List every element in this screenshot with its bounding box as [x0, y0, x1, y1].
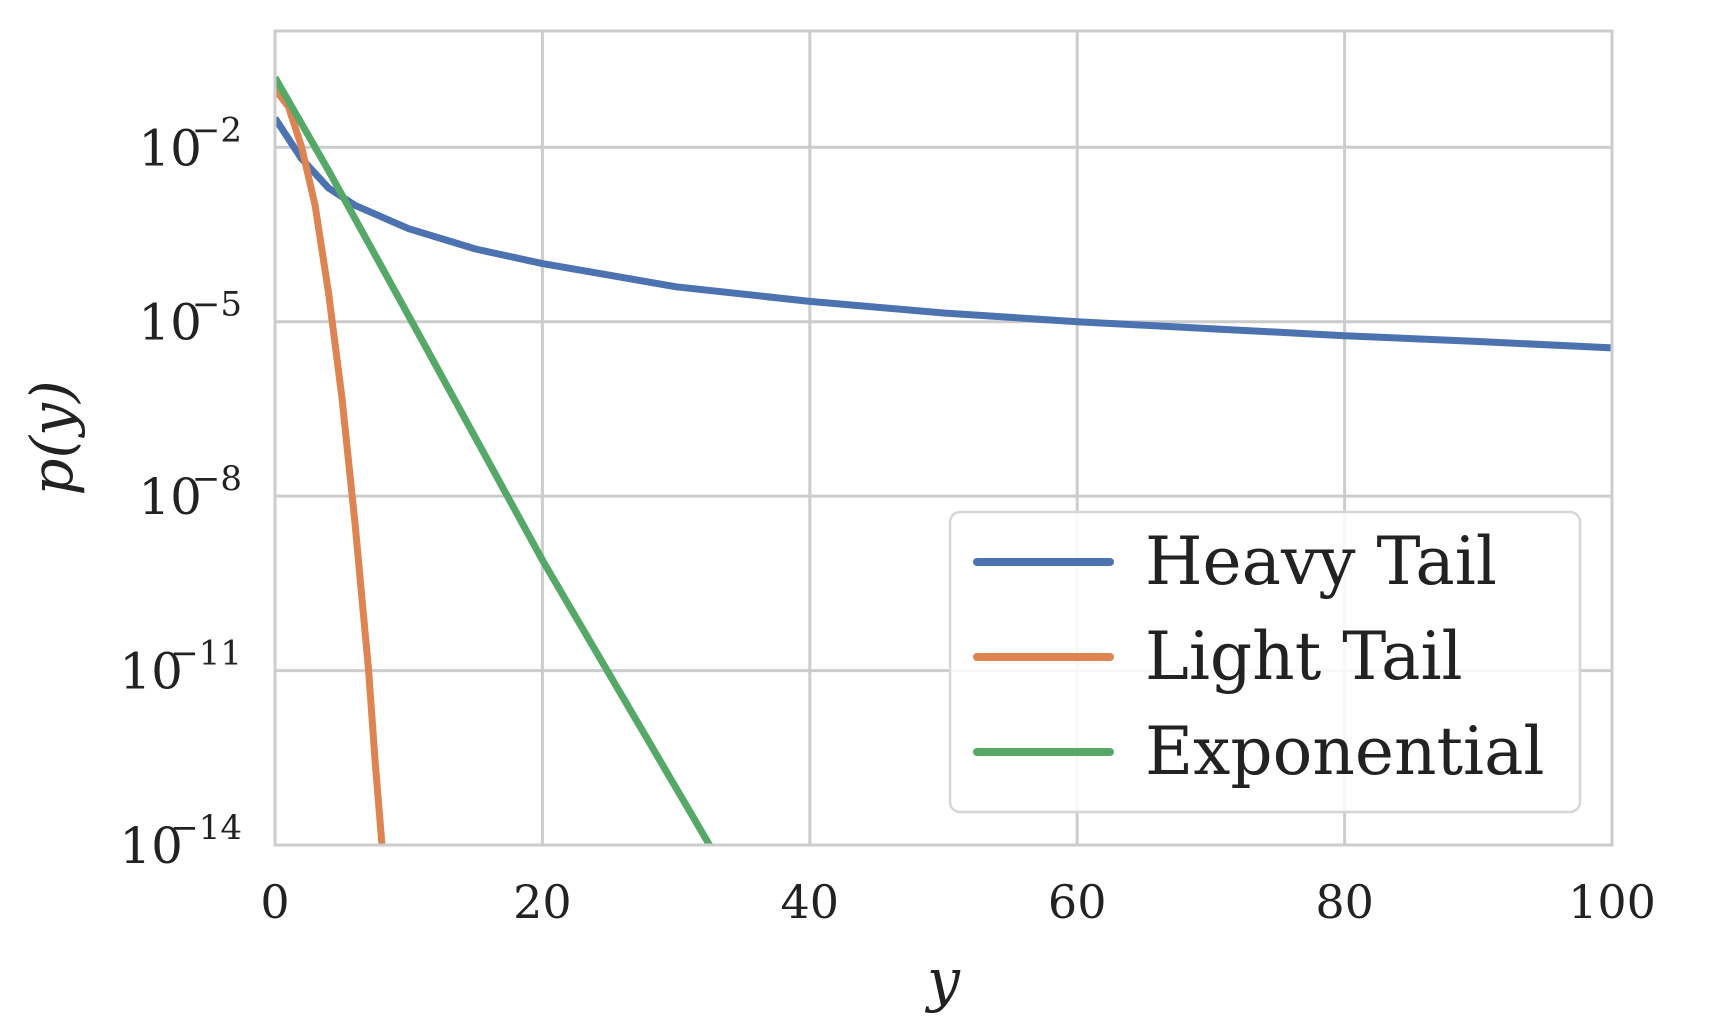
y-tick-base: 10: [119, 643, 183, 701]
y-tick-base: 10: [119, 817, 183, 875]
y-tick-exponent: −11: [170, 634, 242, 674]
legend-label: Exponential: [1145, 713, 1545, 790]
x-tick-label: 20: [513, 875, 572, 929]
y-tick-base: 10: [138, 468, 202, 526]
y-tick-base: 10: [138, 294, 202, 352]
legend-entries: Heavy Tail Light Tail Exponential: [973, 523, 1545, 790]
y-tick-label: −210: [138, 110, 242, 177]
x-tick-label: 80: [1315, 875, 1374, 929]
x-tick-label: 0: [260, 875, 289, 929]
legend-label: Light Tail: [1145, 618, 1463, 695]
plot-frame: [273, 29, 1614, 847]
y-tick-label: −510: [138, 285, 242, 352]
y-axis-label: p(y): [18, 380, 86, 495]
legend-entry: Light Tail: [973, 618, 1463, 695]
series-lines: [275, 75, 1612, 845]
series-line-exponential: [275, 75, 713, 845]
x-tick-label: 100: [1568, 875, 1656, 929]
x-axis-label: y: [924, 946, 961, 1014]
legend-entry: Heavy Tail: [973, 523, 1497, 600]
y-tick-exponent: −14: [170, 808, 242, 848]
y-tick-label: −810: [138, 459, 242, 526]
x-tick-label: 40: [781, 875, 840, 929]
legend-label: Heavy Tail: [1145, 523, 1497, 600]
legend: Heavy Tail Light Tail Exponential: [948, 510, 1582, 814]
y-tick-base: 10: [138, 119, 202, 177]
y-tick-exponent: −2: [192, 110, 242, 150]
x-tick-labels: 0 20 40 60 80 100: [260, 875, 1656, 929]
x-tick-label: 60: [1048, 875, 1107, 929]
y-tick-exponent: −8: [192, 459, 242, 499]
legend-entry: Exponential: [973, 713, 1545, 790]
series-line-light-tail: [275, 86, 386, 845]
legend-box: [948, 510, 1582, 814]
y-tick-exponent: −5: [192, 285, 242, 325]
